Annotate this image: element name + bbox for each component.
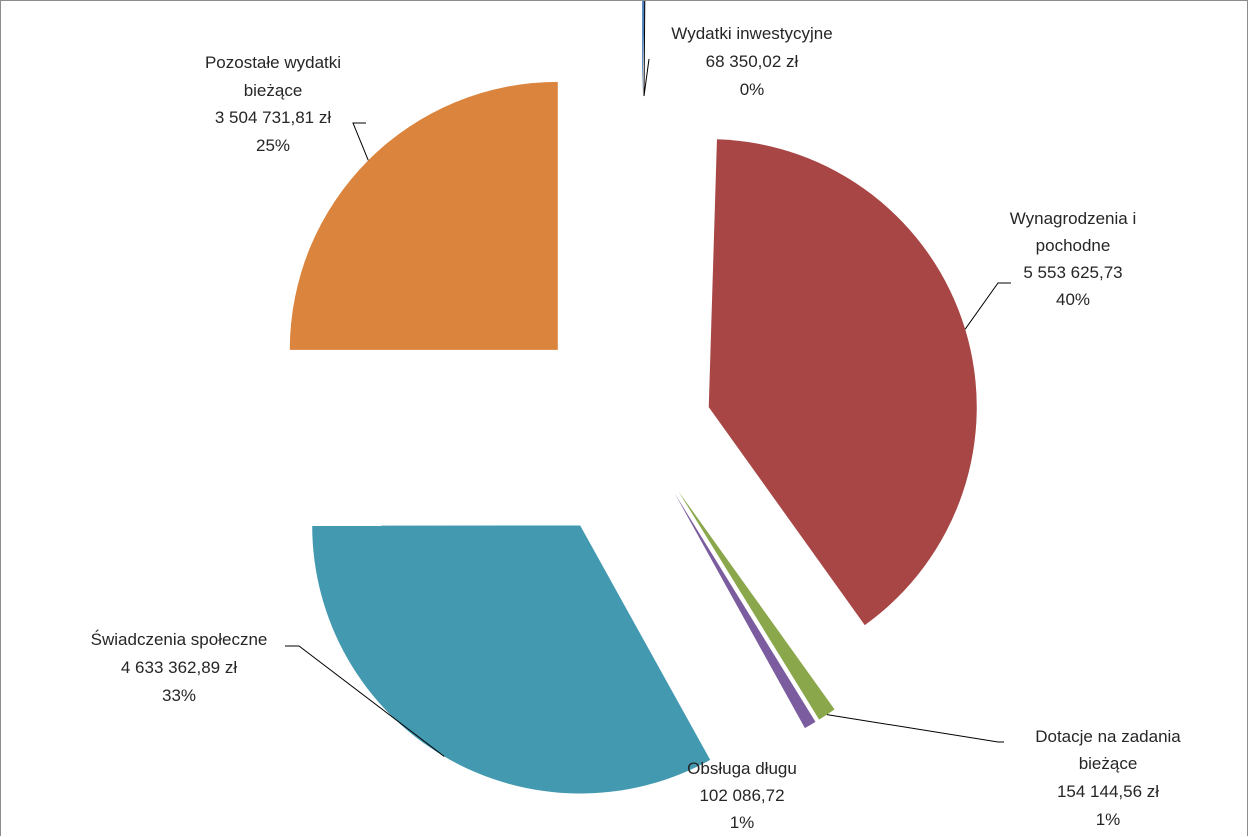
slice-name-label: Wynagrodzenia i xyxy=(1010,209,1136,228)
slice-percent-label: 1% xyxy=(1096,810,1121,829)
slice-percent-label: 33% xyxy=(162,686,196,705)
leader-line-wydatki-inwestycyjne xyxy=(643,1,650,97)
slice-name-label: bieżące xyxy=(1079,754,1138,773)
leader-line-pozostale-wydatki-biezace xyxy=(352,122,369,161)
slice-value-label: 5 553 625,73 xyxy=(1023,263,1122,282)
leader-line-dotacje-na-zadania-biezace xyxy=(826,714,1004,743)
pie-slice-swiadczenia-spoleczne xyxy=(312,525,711,794)
pie-slice-obsluga-dlugu xyxy=(674,493,816,729)
slice-percent-label: 0% xyxy=(740,80,765,99)
slice-percent-label: 40% xyxy=(1056,290,1090,309)
label-swiadczenia: Świadczenia społeczne 4 633 362,89 zł 33… xyxy=(91,630,268,705)
slice-name-label: Pozostałe wydatki xyxy=(205,53,341,72)
slice-name-label: Dotacje na zadania xyxy=(1035,727,1181,746)
slice-value-label: 154 144,56 zł xyxy=(1057,782,1159,801)
label-wynagrodzenia: Wynagrodzenia i pochodne 5 553 625,73 40… xyxy=(1010,209,1136,309)
label-obsluga-dlugu: Obsługa długu 102 086,72 1% xyxy=(687,759,797,832)
pie-slice-dotacje-na-zadania-biezace xyxy=(678,491,835,720)
slice-name-label: Wydatki inwestycyjne xyxy=(671,24,832,43)
slice-name-label: Obsługa długu xyxy=(687,759,797,778)
leader-line-wynagrodzenia-i-pochodne xyxy=(964,282,1011,330)
slice-name-label: pochodne xyxy=(1036,236,1111,255)
label-wydatki-inwestycyjne: Wydatki inwestycyjne 68 350,02 zł 0% xyxy=(671,24,832,99)
slice-name-label: bieżące xyxy=(244,81,303,100)
label-dotacje: Dotacje na zadania bieżące 154 144,56 zł… xyxy=(1035,727,1181,829)
leader-line-swiadczenia-spoleczne xyxy=(285,645,445,757)
pie-slice-pozostale-wydatki-biezace xyxy=(289,81,558,350)
slice-percent-label: 25% xyxy=(256,136,290,155)
slice-percent-label: 1% xyxy=(730,813,755,832)
pie-slice-wynagrodzenia-i-pochodne xyxy=(708,139,977,626)
label-pozostale: Pozostałe wydatki bieżące 3 504 731,81 z… xyxy=(205,53,341,155)
slice-name-label: Świadczenia społeczne xyxy=(91,630,268,649)
slice-value-label: 102 086,72 xyxy=(699,786,784,805)
slice-value-label: 4 633 362,89 zł xyxy=(121,658,237,677)
slice-value-label: 68 350,02 zł xyxy=(706,52,799,71)
slice-value-label: 3 504 731,81 zł xyxy=(215,108,331,127)
leader-lines-layer xyxy=(285,1,1011,757)
slices-layer xyxy=(289,1,977,794)
